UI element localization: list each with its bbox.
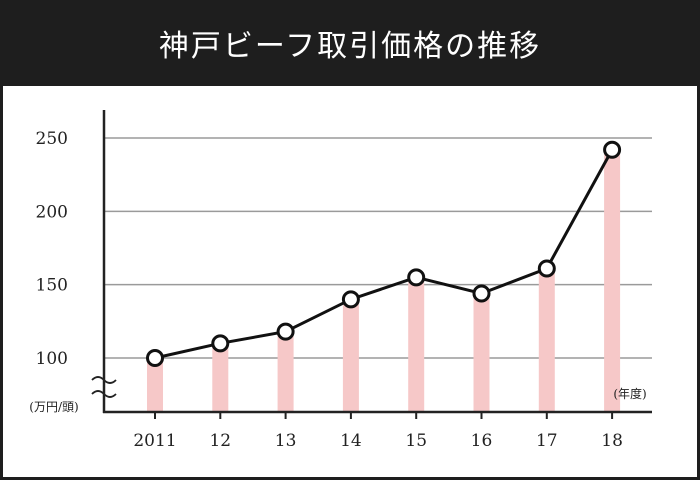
bar-18 [604, 149, 621, 412]
x-tick-label-2011: 2011 [133, 431, 176, 451]
x-tick-label-18: 18 [601, 431, 623, 451]
bar-2011 [147, 358, 163, 412]
bar-16 [473, 293, 490, 412]
bar-14 [342, 299, 359, 412]
data-point-16 [472, 284, 491, 303]
y-tick-label-200: 200 [36, 202, 68, 222]
data-point-13 [276, 322, 295, 341]
x-tick-label-13: 13 [275, 431, 297, 451]
y-tick-label-100: 100 [36, 349, 68, 369]
bar-12 [212, 343, 229, 412]
bar-13 [277, 331, 294, 412]
axis-break-mark-2 [91, 390, 117, 398]
y-unit-label: (万円/頭) [29, 400, 78, 414]
y-tick-label-150: 150 [36, 276, 68, 296]
data-point-14 [341, 290, 360, 309]
data-point-15 [407, 268, 426, 287]
data-point-17 [537, 259, 556, 278]
x-tick-label-16: 16 [471, 431, 493, 451]
series-line [154, 149, 614, 360]
x-tick-label-17: 17 [536, 431, 558, 451]
x-tick-label-14: 14 [340, 431, 362, 451]
x-tick-label-12: 12 [209, 431, 231, 451]
bar-15 [408, 277, 425, 412]
bar-17 [538, 268, 555, 412]
x-unit-label: (年度) [613, 386, 646, 401]
y-tick-label-250: 250 [36, 129, 68, 149]
data-point-18 [603, 140, 622, 159]
axis-break-mark-1 [91, 376, 117, 384]
data-point-12 [211, 334, 230, 353]
chart-title: 神戸ビーフ取引価格の推移 [158, 29, 542, 64]
x-tick-label-15: 15 [405, 431, 427, 451]
data-point-2011 [146, 349, 164, 367]
